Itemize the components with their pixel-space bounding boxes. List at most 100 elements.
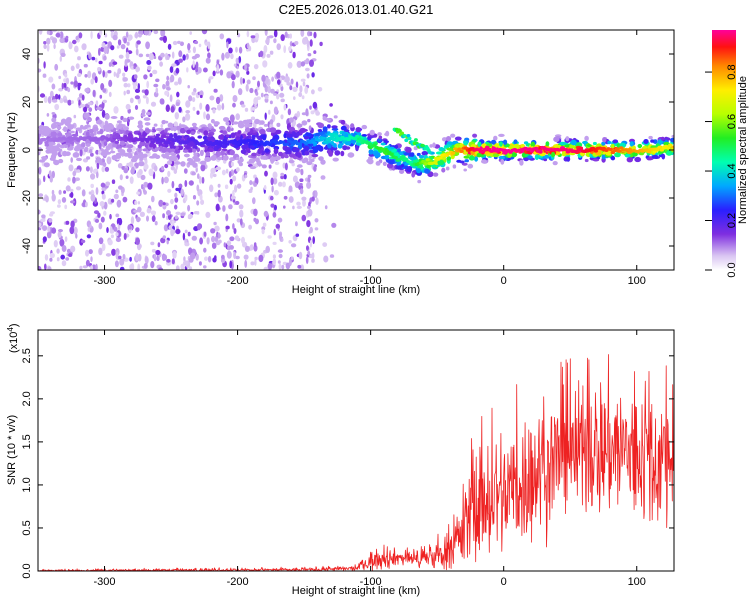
ridge-cell: [131, 155, 139, 161]
noise-cell: [65, 220, 70, 225]
noise-cell: [111, 198, 115, 203]
ridge-cell: [184, 126, 190, 131]
noise-cell: [315, 197, 319, 205]
noise-cell: [46, 231, 52, 239]
noise-cell: [53, 240, 58, 248]
noise-cell: [155, 87, 159, 94]
noise-cell: [145, 96, 149, 105]
ridge-cell: [182, 149, 189, 153]
ridge-cell: [368, 149, 374, 155]
noise-cell: [216, 104, 222, 111]
noise-cell: [150, 101, 157, 107]
noise-cell: [178, 58, 184, 63]
noise-cell: [44, 263, 47, 270]
noise-cell: [171, 258, 175, 265]
ridge-core-cell: [235, 142, 241, 146]
noise-cell: [217, 189, 221, 198]
noise-cell: [130, 263, 135, 270]
noise-cell: [223, 242, 226, 248]
noise-cell: [224, 51, 230, 59]
noise-cell: [68, 164, 74, 172]
noise-cell: [166, 258, 171, 263]
noise-cell: [295, 221, 298, 227]
noise-cell: [254, 32, 260, 40]
ridge-cell: [95, 107, 103, 110]
noise-cell: [252, 76, 256, 81]
ridge-cell: [249, 166, 257, 170]
noise-cell: [110, 45, 115, 51]
noise-cell: [113, 71, 117, 77]
noise-cell: [51, 83, 56, 90]
noise-cell: [185, 113, 191, 121]
ridge-cell: [671, 134, 674, 138]
noise-cell: [174, 192, 178, 198]
ridge-core-cell: [148, 137, 153, 141]
ridge-cell: [632, 151, 638, 157]
ridge-cell: [53, 159, 60, 166]
noise-cell: [134, 31, 139, 39]
noise-cell: [165, 104, 170, 112]
noise-cell: [175, 265, 180, 270]
ridge-cell: [491, 139, 496, 145]
ridge-cell: [607, 140, 612, 145]
ridge-cell: [180, 161, 186, 167]
noise-cell: [233, 228, 237, 234]
noise-cell: [122, 196, 128, 203]
ridge-cell: [301, 112, 307, 116]
ridge-cell: [249, 145, 255, 149]
noise-cell: [196, 200, 200, 206]
ridge-cell: [592, 158, 600, 162]
noise-cell: [61, 260, 67, 267]
ridge-core-cell: [331, 137, 337, 142]
ridge-core-cell: [657, 145, 662, 149]
noise-cell: [270, 195, 274, 201]
noise-cell: [77, 56, 81, 61]
spectrogram-y-ticks: -40 -20 0 20 40: [21, 48, 674, 254]
ridge-cell: [251, 152, 257, 157]
noise-cell: [265, 38, 270, 45]
noise-cell: [79, 265, 83, 270]
ridge-cell: [165, 147, 173, 153]
x-tick-label: -100: [360, 576, 382, 588]
ridge-cell: [74, 147, 81, 152]
noise-cell: [73, 226, 78, 235]
noise-cell: [115, 189, 119, 194]
ridge-cell: [112, 143, 118, 148]
noise-cell: [235, 200, 240, 205]
noise-cell: [273, 92, 277, 96]
noise-cell: [246, 79, 251, 85]
noise-cell: [183, 168, 188, 174]
ridge-core-cell: [248, 142, 254, 146]
ridge-cell: [344, 141, 351, 146]
ridge-cell: [66, 117, 72, 123]
noise-cell: [188, 95, 193, 102]
noise-cell: [230, 53, 234, 60]
ridge-cell: [208, 137, 216, 142]
noise-cell: [183, 194, 188, 198]
noise-cell: [166, 239, 169, 245]
noise-cell: [248, 224, 253, 230]
noise-cell: [219, 69, 224, 76]
noise-cell: [74, 45, 79, 53]
ridge-core-cell: [214, 139, 219, 143]
noise-cell: [148, 52, 154, 61]
noise-cell: [118, 54, 124, 59]
ridge-cell: [355, 145, 359, 152]
ridge-cell: [329, 147, 337, 151]
noise-cell: [177, 40, 181, 45]
noise-cell: [113, 106, 119, 114]
noise-cell: [281, 181, 286, 188]
noise-cell: [75, 35, 79, 41]
ridge-cell: [237, 122, 245, 129]
noise-cell: [60, 52, 66, 58]
ridge-core-cell: [480, 150, 486, 154]
noise-cell: [99, 201, 105, 207]
noise-cell: [118, 255, 122, 260]
ridge-cell: [161, 147, 168, 153]
noise-cell: [138, 169, 143, 176]
ridge-cell: [167, 122, 174, 128]
noise-cell: [229, 245, 234, 250]
noise-cell: [51, 189, 55, 196]
ridge-cell: [637, 143, 643, 149]
noise-cell: [174, 112, 179, 120]
